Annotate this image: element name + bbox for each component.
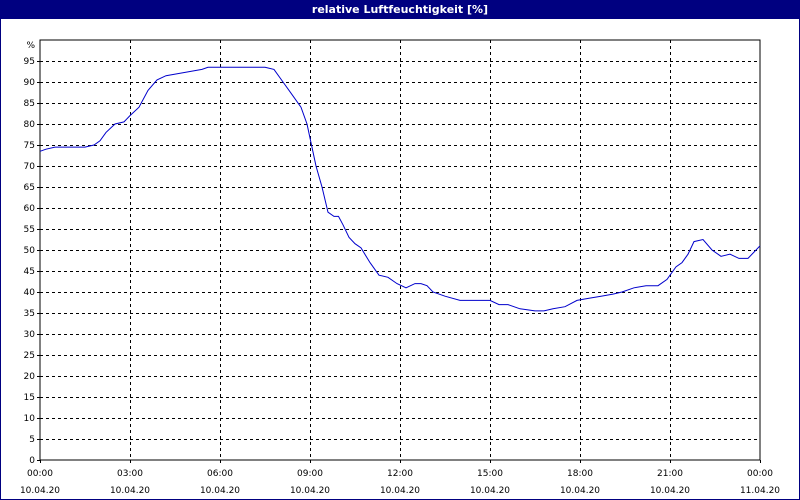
y-tick-label: 70 [24,162,36,172]
x-tick-time-label: 21:00 [657,469,683,479]
chart-title: relative Luftfeuchtigkeit [%] [1,1,799,19]
y-tick-label: 65 [24,183,35,193]
y-tick-label: 25 [24,351,35,361]
x-tick-date-label: 10.04.20 [290,486,330,496]
y-tick-label: 35 [24,309,35,319]
x-tick-time-label: 15:00 [477,469,503,479]
y-axis-unit-label: % [26,41,35,51]
x-tick-date-label: 10.04.20 [470,486,510,496]
y-tick-label: 20 [24,372,36,382]
humidity-series-line [39,66,761,312]
x-tick-date-label: 10.04.20 [380,486,420,496]
y-tick-label: 85 [24,99,35,109]
x-tick-time-label: 00:00 [27,469,53,479]
x-tick-time-label: 06:00 [207,469,233,479]
y-tick-label: 30 [24,330,36,340]
x-tick-date-label: 10.04.20 [110,486,150,496]
y-tick-label: 50 [24,246,36,256]
y-tick-label: 0 [29,456,35,466]
x-tick-time-label: 03:00 [117,469,143,479]
y-axis-ticks: 0 5 10 15 20 25 30 35 40 45 50 55 60 65 70 75 80 85 90 95 [24,57,40,466]
y-tick-label: 5 [29,435,35,445]
x-tick-date-label: 11.04.20 [740,486,780,496]
x-tick-time-label: 00:00 [747,469,773,479]
x-tick-date-label: 10.04.20 [20,486,60,496]
x-tick-time-label: 09:00 [297,469,323,479]
x-axis-ticks: 00:00 10.04.20 03:00 10.04.20 06:00 10.04.20 0… [20,460,780,496]
x-tick-date-label: 10.04.20 [200,486,240,496]
x-tick-date-label: 10.04.20 [560,486,600,496]
y-tick-label: 40 [24,288,36,298]
y-tick-label: 10 [24,414,36,424]
y-tick-label: 45 [24,267,35,277]
grid [40,40,760,460]
x-tick-date-label: 10.04.20 [650,486,690,496]
x-tick-time-label: 18:00 [567,469,593,479]
y-tick-label: 55 [24,225,35,235]
y-tick-label: 90 [24,78,36,88]
x-tick-time-label: 12:00 [387,469,413,479]
y-tick-label: 95 [24,57,35,67]
y-tick-label: 15 [24,393,35,403]
y-tick-label: 80 [24,120,36,130]
y-tick-label: 75 [24,141,35,151]
y-tick-label: 60 [24,204,36,214]
